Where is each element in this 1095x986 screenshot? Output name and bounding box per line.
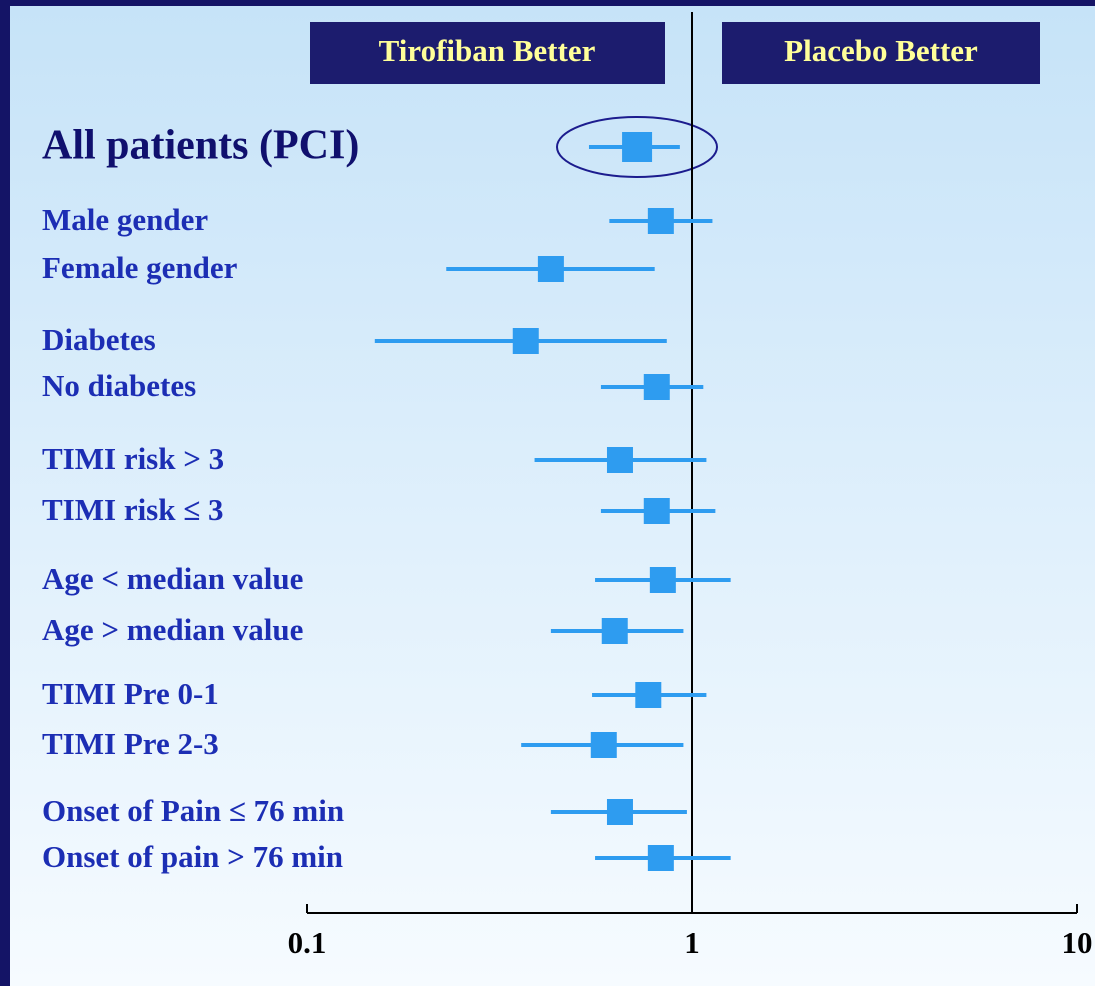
point-estimate bbox=[537, 256, 564, 282]
point-estimate bbox=[601, 618, 628, 644]
point-estimate bbox=[590, 732, 617, 758]
x-tick-label: 10 bbox=[1062, 925, 1093, 960]
point-estimate bbox=[647, 208, 674, 234]
row-label: No diabetes bbox=[42, 368, 196, 403]
point-estimate bbox=[649, 567, 676, 593]
point-estimate bbox=[622, 132, 653, 162]
row-label: Diabetes bbox=[42, 322, 156, 357]
row-label: Onset of Pain ≤ 76 min bbox=[42, 793, 344, 828]
background bbox=[10, 6, 1095, 986]
row-label: Male gender bbox=[42, 202, 208, 237]
row-label: All patients (PCI) bbox=[42, 123, 359, 169]
row-label: TIMI Pre 2-3 bbox=[42, 726, 219, 761]
point-estimate bbox=[606, 799, 633, 825]
row-label: Age > median value bbox=[42, 612, 303, 647]
header-label: Tirofiban Better bbox=[379, 33, 596, 68]
header-label: Placebo Better bbox=[784, 33, 978, 68]
point-estimate bbox=[512, 328, 539, 354]
row-label: Onset of pain > 76 min bbox=[42, 839, 343, 874]
row-label: TIMI Pre 0-1 bbox=[42, 676, 219, 711]
row-label: TIMI risk > 3 bbox=[42, 441, 224, 476]
row-label: TIMI risk ≤ 3 bbox=[42, 492, 224, 527]
header-box bbox=[310, 22, 665, 84]
x-tick-label: 1 bbox=[684, 925, 700, 960]
point-estimate bbox=[643, 498, 670, 524]
point-estimate bbox=[606, 447, 633, 473]
x-tick-label: 0.1 bbox=[288, 925, 327, 960]
header-box bbox=[722, 22, 1040, 84]
point-estimate bbox=[647, 845, 674, 871]
point-estimate bbox=[643, 374, 670, 400]
highlight-ellipse bbox=[556, 116, 718, 178]
row-label: Age < median value bbox=[42, 561, 303, 596]
point-estimate bbox=[635, 682, 662, 708]
row-label: Female gender bbox=[42, 250, 238, 285]
